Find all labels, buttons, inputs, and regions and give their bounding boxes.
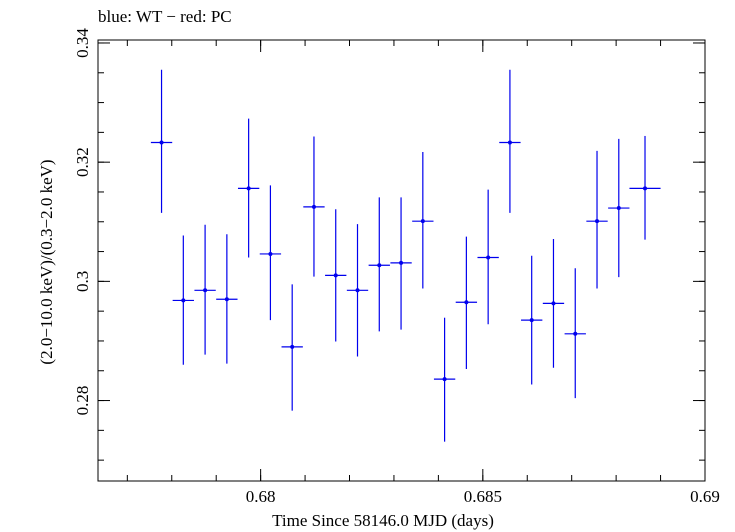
- y-tick-label: 0.3: [73, 271, 92, 292]
- point-marker: [595, 219, 600, 224]
- point-marker: [573, 331, 578, 336]
- point-marker: [377, 263, 382, 268]
- point-marker: [268, 251, 273, 256]
- data-point: [455, 236, 478, 369]
- point-marker: [355, 288, 360, 293]
- y-axis-label: (2.0−10.0 keV)/(0.3−2.0 keV): [37, 159, 56, 364]
- y-tick-label: 0.34: [73, 28, 92, 58]
- data-point: [172, 235, 194, 365]
- x-tick-label: 0.69: [690, 487, 720, 506]
- point-marker: [246, 186, 251, 191]
- x-tick-label: 0.685: [464, 487, 502, 506]
- data-point: [281, 284, 303, 411]
- data-point: [150, 69, 173, 213]
- point-marker: [333, 273, 338, 278]
- data-point: [521, 255, 543, 385]
- point-marker: [311, 204, 316, 209]
- y-tick-label: 0.32: [73, 147, 92, 177]
- data-point: [477, 189, 499, 325]
- point-marker: [181, 298, 186, 303]
- data-point: [499, 69, 521, 213]
- data-point: [237, 118, 260, 258]
- axis-ticks: [98, 40, 706, 481]
- point-marker: [486, 255, 491, 260]
- data-point: [390, 197, 412, 330]
- point-marker: [643, 186, 648, 191]
- x-tick-label: 0.68: [246, 487, 276, 506]
- data-point: [368, 197, 390, 332]
- data-point: [325, 209, 347, 342]
- point-marker: [529, 318, 534, 323]
- point-marker: [159, 140, 164, 145]
- point-marker: [224, 297, 229, 302]
- point-marker: [616, 206, 621, 211]
- y-tick-label: 0.28: [73, 386, 92, 416]
- data-point: [346, 224, 369, 357]
- point-marker: [551, 301, 556, 306]
- data-point: [194, 224, 216, 355]
- data-point: [629, 135, 661, 240]
- data-point: [216, 234, 238, 364]
- data-point: [259, 185, 282, 321]
- data-point: [433, 317, 456, 442]
- plot-frame: [97, 39, 706, 482]
- point-marker: [464, 300, 469, 305]
- point-marker: [203, 288, 208, 293]
- point-marker: [420, 219, 425, 224]
- data-point: [608, 138, 630, 278]
- point-marker: [507, 140, 512, 145]
- chart-title: blue: WT − red: PC: [98, 7, 232, 26]
- axis-tick-labels: 0.68 0.685 0.69 0.28 0.3 0.32 0.34: [73, 28, 720, 506]
- point-marker: [290, 344, 295, 349]
- data-point: [586, 150, 608, 289]
- data-points: [150, 69, 661, 442]
- point-marker: [442, 377, 447, 382]
- data-point: [542, 239, 565, 368]
- point-marker: [399, 260, 404, 265]
- data-point: [564, 268, 586, 399]
- x-axis-label: Time Since 58146.0 MJD (days): [272, 511, 494, 530]
- data-point: [412, 152, 434, 289]
- data-point: [303, 136, 325, 277]
